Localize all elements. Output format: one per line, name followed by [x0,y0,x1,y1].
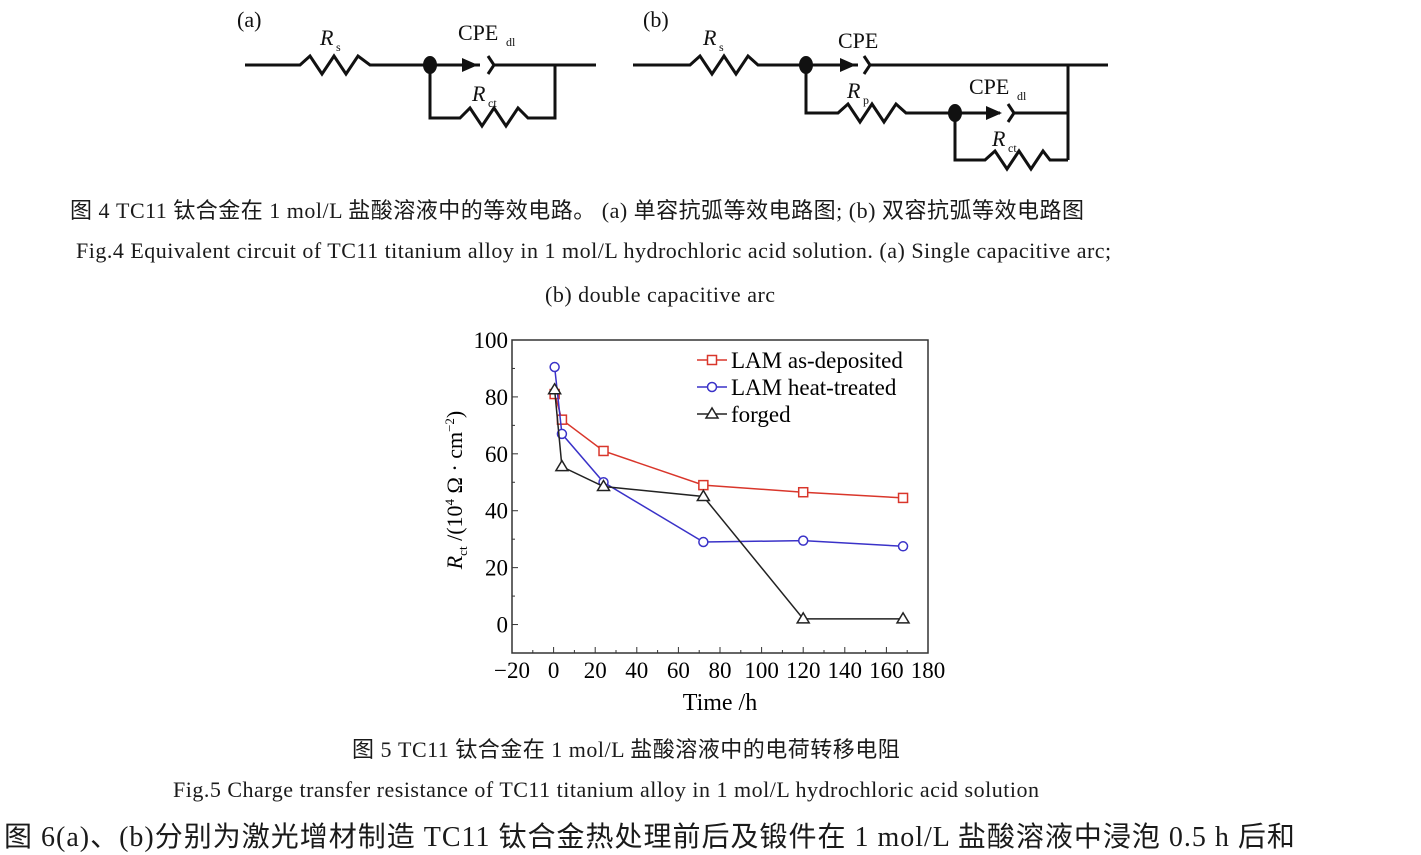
rs-label: R [319,25,334,50]
x-tick-label: 160 [869,658,904,683]
x-tick-label: 60 [667,658,690,683]
fig4-caption-en-line1: Fig.4 Equivalent circuit of TC11 titaniu… [76,238,1112,263]
y-tick-label: 100 [474,328,509,353]
x-tick-label: 0 [548,658,560,683]
rp-label: R [846,78,861,103]
x-tick-label: 20 [584,658,607,683]
x-tick-label: 180 [911,658,946,683]
rs-sub: s [719,40,724,54]
fig4-caption-en-line2: (b) double capacitive arc [545,282,776,307]
rs-label: R [702,25,717,50]
rct-sub: ct [488,96,497,110]
y-tick-label: 20 [485,556,508,581]
series-line-forged [553,389,904,620]
data-point-forged [696,489,711,502]
x-tick-label: 80 [709,658,732,683]
fig4-caption-cn: 图 4 TC11 钛合金在 1 mol/L 盐酸溶液中的等效电路。 (a) 单容… [70,198,1085,223]
data-point-lam-as-deposited [698,479,709,491]
x-axis-label: Time /h [683,690,757,716]
data-point-forged [547,382,562,395]
cpe-dl-sub: dl [506,35,516,49]
equivalent-circuit-diagram: (a) R s CPE dl R ct (b) R s CPE R p CPE … [237,7,1108,172]
data-point-forged [554,459,570,472]
data-point-lam-as-deposited [598,445,609,457]
x-tick-label: −20 [494,658,530,683]
data-point-forged [895,611,911,624]
cpe-dl-label: CPE [969,74,1009,99]
fig5-caption-cn: 图 5 TC11 钛合金在 1 mol/L 盐酸溶液中的电荷转移电阻 [352,737,901,762]
legend-label: LAM heat-treated [731,375,897,400]
cpe-label: CPE [838,28,878,53]
legend-marker [704,406,720,419]
legend-label: forged [731,402,791,427]
x-tick-label: 100 [744,658,779,683]
panel-b-label: (b) [643,7,669,32]
fig5-caption-en: Fig.5 Charge transfer resistance of TC11… [173,777,1040,802]
rct-label: R [991,126,1006,151]
x-tick-label: 140 [828,658,863,683]
y-tick-label: 40 [485,499,508,524]
data-point-lam-heat-treated [797,535,809,546]
panel-a-label: (a) [237,7,261,32]
y-axis-label: Rct /(104 Ω · cm−2) [442,411,470,571]
data-point-lam-as-deposited [897,492,909,504]
cpe-dl-label: CPE [458,20,498,45]
rct-sub: ct [1008,141,1017,155]
legend-marker [706,381,718,393]
data-point-lam-heat-treated [897,541,909,552]
legend-marker [706,354,718,366]
legend-label: LAM as-deposited [731,348,903,373]
data-point-lam-heat-treated [549,361,560,373]
series-line-lam-heat-treated [553,366,904,548]
data-point-forged [596,479,611,492]
y-tick-label: 80 [485,385,508,410]
y-tick-label: 60 [485,442,508,467]
rct-time-chart: −20 0 20 40 60 80 100 120 140 160 180020406080100 … [442,328,946,716]
data-point-lam-as-deposited [797,486,809,498]
rs-sub: s [336,40,341,54]
data-point-lam-heat-treated [698,536,709,548]
data-point-forged [795,611,811,624]
x-tick-label: 40 [625,658,648,683]
data-point-lam-as-deposited [556,414,568,425]
cpe-dl-sub: dl [1017,89,1027,103]
rct-label: R [471,81,486,106]
rp-sub: p [863,93,869,107]
x-tick-label: 120 [786,658,821,683]
y-tick-label: 0 [497,613,509,638]
body-text: 图 6(a)、(b)分别为激光增材制造 TC11 钛合金热处理前后及锻件在 1 … [4,822,1296,853]
